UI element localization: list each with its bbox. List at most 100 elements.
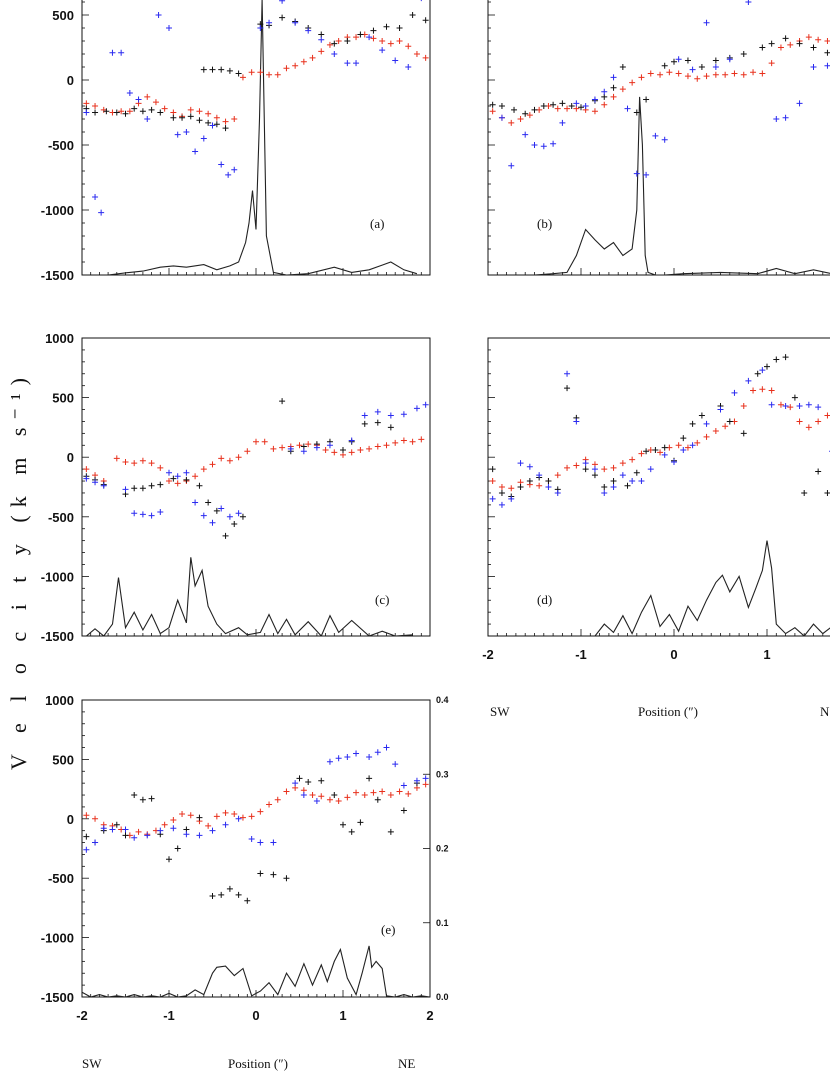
x-tick-label: 0 (252, 1008, 259, 1023)
data-point-red (629, 456, 636, 463)
data-point-red (157, 464, 164, 471)
data-point-black (591, 472, 598, 479)
right-tick-label: 0.2 (436, 844, 449, 854)
data-point-red (675, 442, 682, 449)
data-point-blue (545, 484, 552, 490)
data-point-black (187, 113, 194, 120)
data-point-red (344, 794, 351, 801)
data-point-red (239, 814, 246, 821)
data-point-red (326, 41, 333, 48)
data-point-red (231, 116, 238, 122)
data-point-red (379, 788, 386, 795)
data-point-red (370, 789, 377, 796)
data-point-blue (279, 0, 286, 4)
data-point-red (309, 54, 316, 61)
x-tick-label: 2 (426, 1008, 433, 1023)
data-point-blue (218, 161, 225, 168)
data-point-black (166, 856, 172, 863)
data-point-black (531, 106, 538, 113)
data-point-red (266, 801, 273, 808)
data-point-red (239, 74, 246, 81)
data-point-black (610, 84, 617, 91)
data-point-red (326, 796, 333, 803)
y-tick-label: -1000 (41, 569, 74, 584)
data-point-black (684, 57, 691, 64)
right-tick-label: 0.1 (436, 918, 449, 928)
data-point-blue (235, 815, 242, 822)
plot-data (82, 744, 430, 997)
emission-profile-line (594, 540, 830, 636)
data-point-black (564, 385, 571, 392)
data-point-blue (348, 437, 355, 444)
data-point-blue (638, 478, 645, 485)
data-point-black (131, 485, 138, 492)
data-point-blue (92, 479, 99, 486)
panel-label: (e) (381, 922, 395, 937)
data-point-blue (782, 402, 789, 409)
data-point-blue (166, 469, 172, 476)
data-point-black (370, 27, 377, 34)
data-point-black (498, 489, 505, 496)
data-point-red (722, 71, 729, 78)
data-point-blue (422, 401, 429, 408)
data-point-blue (126, 90, 133, 96)
data-point-red (387, 40, 394, 47)
data-point-red (392, 439, 399, 446)
data-point-red (253, 438, 259, 445)
data-point-blue (292, 19, 299, 26)
sw-label: SW (82, 1056, 102, 1071)
data-point-black (489, 101, 496, 108)
data-point-red (409, 438, 416, 445)
data-point-black (213, 121, 220, 128)
data-point-black (782, 354, 789, 361)
data-point-red (170, 816, 177, 823)
data-point-blue (810, 64, 817, 70)
data-point-blue (226, 513, 233, 520)
data-point-black (113, 109, 120, 116)
x-tick-label: -1 (163, 1008, 175, 1023)
data-point-blue (326, 758, 333, 765)
data-point-blue (498, 114, 505, 121)
data-point-red (619, 460, 626, 467)
data-point-red (787, 41, 794, 48)
data-point-red (374, 443, 381, 450)
data-point-blue (768, 401, 775, 408)
data-point-red (92, 815, 99, 822)
data-point-blue (498, 501, 505, 508)
data-point-blue (374, 749, 381, 756)
data-point-blue (98, 209, 105, 216)
data-point-red (526, 112, 533, 119)
y-tick-label: -1000 (41, 931, 74, 946)
data-point-black (643, 96, 650, 103)
data-point-black (279, 398, 286, 405)
data-point-red (257, 69, 264, 76)
data-point-red (573, 105, 580, 112)
data-point-red (610, 93, 617, 100)
data-point-black (383, 23, 390, 30)
panel-c: -1500 -1000 -500 0 500 1000 (c) (41, 331, 431, 644)
data-point-blue (100, 482, 107, 489)
data-point-blue (292, 780, 299, 787)
data-point-black (517, 484, 524, 490)
data-point-black (174, 845, 181, 852)
data-point-red (731, 70, 738, 77)
right-tick-label: 0.0 (436, 992, 449, 1002)
x-tick-label: -2 (482, 647, 494, 662)
data-point-black (103, 108, 110, 115)
data-point-black (170, 114, 177, 121)
data-point-black (624, 482, 631, 489)
data-point-red (161, 821, 168, 828)
data-point-blue (344, 754, 351, 761)
data-point-blue (287, 445, 294, 452)
data-point-red (759, 70, 766, 77)
data-point-red (712, 427, 719, 434)
data-point-blue (155, 12, 162, 18)
data-point-red (161, 105, 168, 112)
data-point-black (348, 828, 355, 835)
data-point-black (83, 833, 90, 840)
data-point-red (148, 460, 155, 467)
data-point-red (192, 473, 199, 480)
data-point-blue (689, 66, 696, 73)
data-point-red (619, 86, 626, 93)
data-point-blue (796, 402, 803, 409)
